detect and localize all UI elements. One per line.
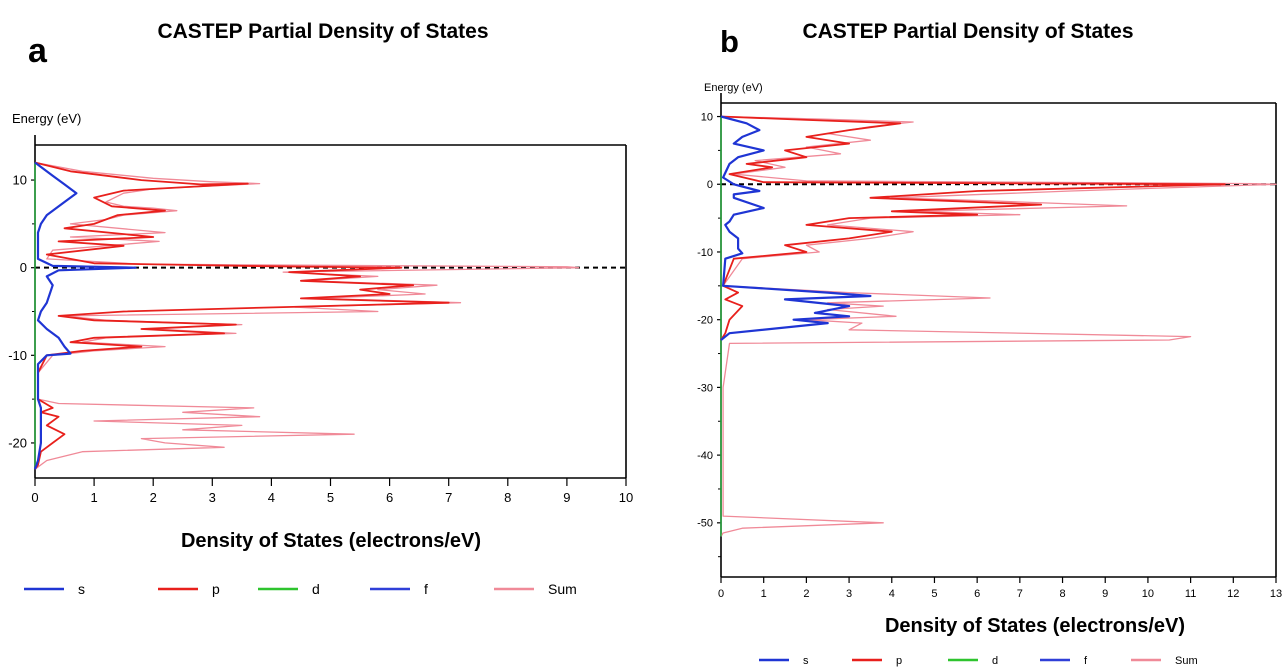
series-s-line (33, 161, 137, 470)
x-tick-label: 7 (445, 490, 452, 505)
x-tick-label: 4 (268, 490, 275, 505)
y-tick-label: 10 (13, 173, 27, 188)
x-tick-label: 10 (1142, 588, 1154, 600)
series-sum-line (34, 161, 580, 470)
x-axis-label: Density of States (electrons/eV) (181, 530, 481, 552)
x-tick-label: 9 (1102, 588, 1108, 600)
panel-letter: b (720, 24, 739, 59)
y-tick-label: -20 (697, 315, 713, 327)
panel-b: b CASTEP Partial Density of States Energy … (697, 20, 1282, 667)
x-tick-label: 0 (31, 490, 38, 505)
x-tick-label: 5 (327, 490, 334, 505)
x-tick-label: 11 (1185, 588, 1196, 600)
x-tick-label: 2 (150, 490, 157, 505)
x-tick-label: 3 (846, 588, 852, 600)
x-tick-label: 6 (386, 490, 393, 505)
y-axis-label: Energy (eV) (704, 82, 763, 94)
y-tick-label: -40 (697, 450, 713, 462)
x-tick-label: 5 (931, 588, 937, 600)
x-tick-label: 4 (889, 588, 895, 600)
chart-title: CASTEP Partial Density of States (802, 20, 1133, 43)
chart-title: CASTEP Partial Density of States (157, 20, 488, 43)
x-tick-label: 10 (619, 490, 633, 505)
x-tick-label: 8 (1059, 588, 1065, 600)
series-s-line (720, 115, 872, 341)
y-tick-label: -10 (8, 348, 27, 363)
y-tick-label: 10 (701, 111, 713, 123)
series-p-line (720, 115, 1226, 341)
series-p-line (34, 161, 450, 470)
x-tick-label: 0 (718, 588, 724, 600)
legend-label-s: s (803, 655, 809, 667)
series-sum-line (720, 115, 1277, 537)
y-tick-label: -30 (697, 382, 713, 394)
legend-label-sum: Sum (548, 581, 577, 597)
x-tick-label: 8 (504, 490, 511, 505)
x-tick-label: 13 (1270, 588, 1282, 600)
x-tick-label: 9 (563, 490, 570, 505)
x-tick-label: 3 (209, 490, 216, 505)
y-tick-label: 0 (20, 260, 27, 275)
legend-label-p: p (896, 655, 902, 667)
y-tick-label: 0 (707, 179, 713, 191)
panel-letter: a (28, 32, 48, 70)
x-tick-label: 7 (1017, 588, 1023, 600)
legend-label-sum: Sum (1175, 655, 1198, 667)
x-tick-label: 6 (974, 588, 980, 600)
x-axis-label: Density of States (electrons/eV) (885, 615, 1185, 637)
legend-label-f: f (424, 581, 428, 597)
legend-label-f: f (1084, 655, 1088, 667)
y-tick-label: -20 (8, 435, 27, 450)
panel-a: a CASTEP Partial Density of States Energy … (8, 20, 633, 597)
y-axis-label: Energy (eV) (12, 111, 81, 126)
x-tick-label: 1 (90, 490, 97, 505)
legend-label-d: d (312, 581, 320, 597)
legend-label-s: s (78, 581, 85, 597)
x-tick-label: 1 (761, 588, 767, 600)
y-tick-label: -50 (697, 518, 713, 530)
y-tick-label: -10 (697, 247, 713, 259)
legend-label-d: d (992, 655, 998, 667)
x-tick-label: 12 (1227, 588, 1239, 600)
legend-label-p: p (212, 581, 220, 597)
x-tick-label: 2 (803, 588, 809, 600)
